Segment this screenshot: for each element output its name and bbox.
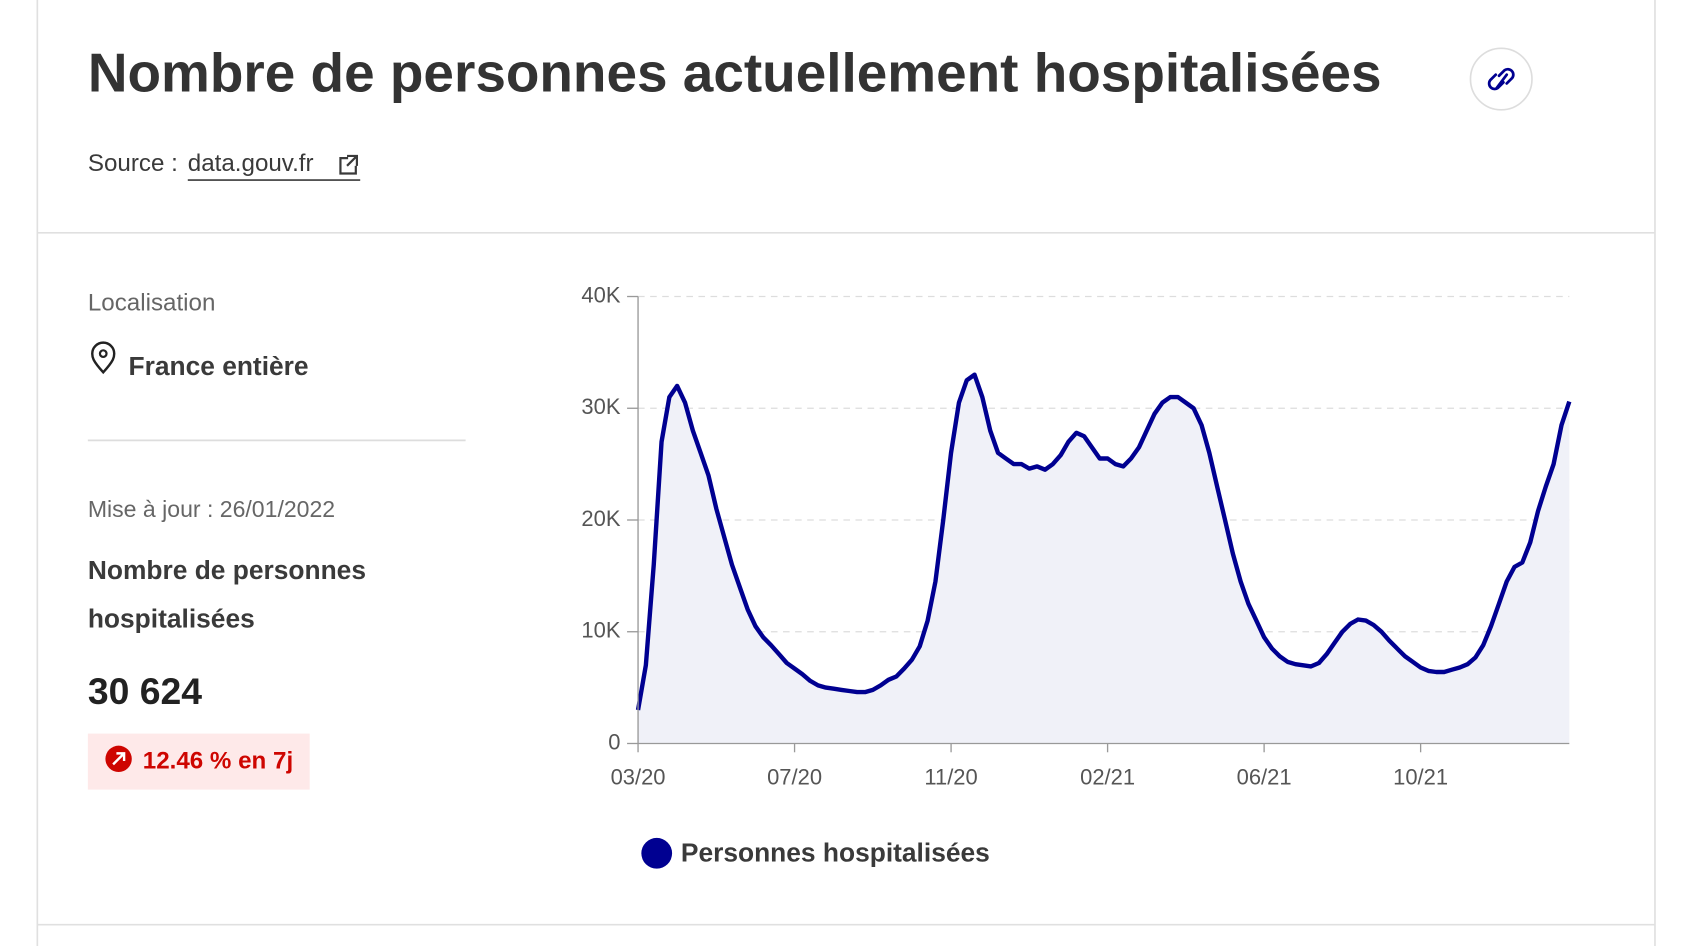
x-tick-label: 02/21 [1080, 764, 1135, 789]
source-link[interactable]: data.gouv.fr [188, 150, 314, 177]
external-icon[interactable] [339, 154, 359, 175]
pin-dot [98, 349, 108, 359]
metric-label: hospitalisées [88, 603, 255, 633]
x-tick-label: 10/21 [1393, 764, 1448, 789]
location-label: Localisation [88, 290, 216, 317]
y-tick-label: 0 [608, 729, 620, 754]
legend-label: Personnes hospitalisées [681, 837, 990, 867]
metric-label: Nombre de personnes [88, 555, 366, 585]
link-icon[interactable] [1487, 67, 1515, 91]
area [638, 374, 1570, 744]
evolution-text: 12.46 % en 7j [143, 748, 293, 775]
pin-icon [91, 341, 116, 375]
chart: 0 10K 20K 30K 40K 03/20 07/20 11/20 02/21 06/21 10… [581, 282, 1572, 869]
y-tick-label: 30K [581, 394, 620, 419]
page-title: Nombre de personnes actuellement hospita… [88, 41, 1382, 103]
x-tick-label: 07/20 [767, 764, 822, 789]
y-tick-label: 40K [581, 282, 620, 307]
y-tick-label: 20K [581, 506, 620, 531]
evolution-arrow [112, 752, 126, 766]
update-date: Mise à jour : 26/01/2022 [88, 496, 335, 522]
link-button[interactable] [1469, 47, 1533, 111]
legend-swatch [641, 837, 673, 869]
line [635, 372, 1572, 711]
x-tick-label: 11/20 [924, 764, 977, 789]
metric-value: 30 624 [88, 670, 202, 712]
location-value: France entière [128, 351, 308, 381]
x-tick-label: 03/20 [611, 764, 666, 789]
x-tick-label: 06/21 [1237, 764, 1292, 789]
y-tick-label: 10K [581, 618, 620, 643]
source-label: Source : [88, 150, 178, 177]
link-button-circle[interactable] [1469, 47, 1533, 111]
